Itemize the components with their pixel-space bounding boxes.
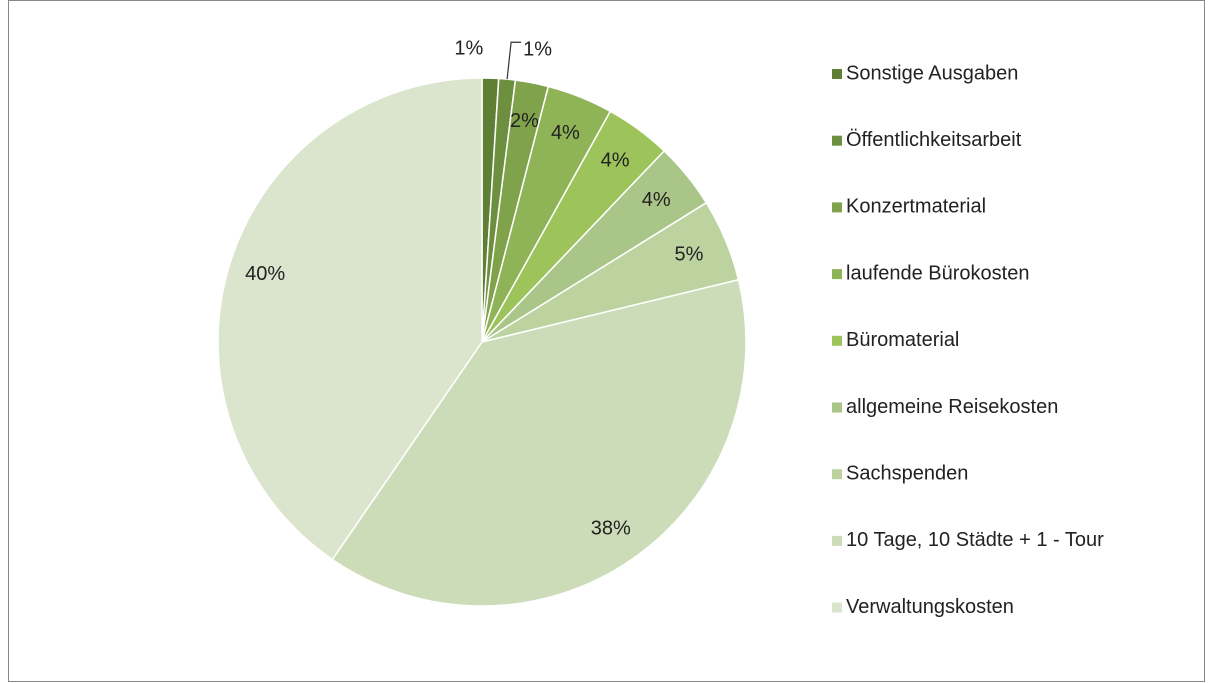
- legend-label: Verwaltungskosten: [846, 596, 1014, 618]
- legend-swatch: [832, 269, 842, 280]
- pie-slice: [331, 278, 747, 607]
- pie-slice: [217, 77, 483, 561]
- data-label: 4%: [642, 189, 671, 211]
- legend-label: Öffentlichkeitsarbeit: [846, 129, 1022, 151]
- legend-label: Konzertmaterial: [846, 196, 986, 218]
- legend-swatch: [832, 535, 842, 546]
- legend-swatch: [832, 135, 842, 146]
- leader-line: [506, 41, 522, 80]
- legend-label: allgemeine Reisekosten: [846, 396, 1058, 418]
- data-label: 5%: [675, 244, 704, 266]
- legend-label: Sachspenden: [846, 462, 968, 484]
- data-label: 1%: [523, 39, 552, 61]
- legend-label: 10 Tage, 10 Städte + 1 - Tour: [846, 529, 1104, 551]
- legend-swatch: [832, 202, 842, 213]
- data-label: 2%: [510, 110, 539, 132]
- legend-label: Büromaterial: [846, 329, 959, 351]
- data-label: 4%: [601, 150, 630, 172]
- legend-label: Sonstige Ausgaben: [846, 62, 1018, 84]
- legend-label: laufende Bürokosten: [846, 262, 1029, 284]
- legend-swatch: [832, 402, 842, 413]
- data-label: 38%: [591, 517, 631, 539]
- data-label: 4%: [551, 122, 580, 144]
- data-label: 40%: [245, 263, 285, 285]
- legend-swatch: [832, 69, 842, 79]
- legend-swatch: [832, 469, 842, 480]
- legend-swatch: [832, 602, 842, 613]
- data-label: 1%: [454, 37, 483, 59]
- legend-swatch: [832, 335, 842, 346]
